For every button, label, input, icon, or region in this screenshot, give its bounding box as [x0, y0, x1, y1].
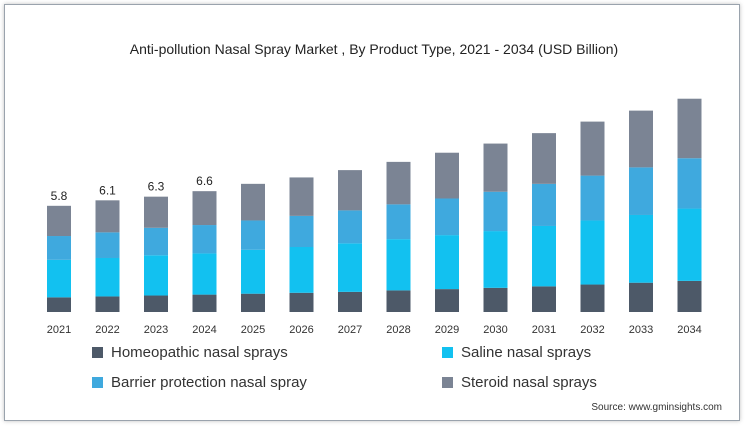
legend-item-series-3: Steroid nasal sprays — [442, 374, 597, 391]
bar-segment-2031-series-0 — [532, 286, 556, 312]
chart-title: Anti-pollution Nasal Spray Market , By P… — [129, 41, 619, 57]
legend-swatch — [92, 347, 103, 358]
source-note: Source: www.gminsights.com — [591, 402, 722, 413]
bar-segment-2030-series-1 — [483, 231, 508, 288]
x-tick-label-2026: 2026 — [289, 324, 313, 336]
bar-segment-2024-series-1 — [192, 253, 217, 295]
bar-segment-2033-series-1 — [629, 214, 653, 283]
bar-segment-2031-series-1 — [532, 225, 556, 287]
x-tick-label-2031: 2031 — [532, 324, 556, 336]
bar-segment-2028-series-0 — [386, 290, 411, 312]
bar-segment-2029-series-0 — [435, 289, 459, 312]
data-label-2024: 6.6 — [196, 174, 213, 188]
bar-segment-2026-series-1 — [289, 247, 314, 293]
bar-segment-2022-series-2 — [95, 232, 120, 258]
x-tick-label-2030: 2030 — [483, 324, 507, 336]
bar-segment-2030-series-0 — [483, 287, 508, 312]
bar-segment-2021-series-0 — [47, 297, 71, 312]
legend-swatch — [442, 347, 453, 358]
bar-segment-2025-series-2 — [241, 220, 265, 250]
bar-segment-2033-series-2 — [629, 167, 653, 215]
bar-segment-2030-series-2 — [483, 191, 508, 232]
bar-segment-2021-series-3 — [47, 205, 71, 237]
bar-segment-2029-series-3 — [435, 152, 459, 199]
legend-label: Barrier protection nasal spray — [111, 374, 307, 391]
data-label-2023: 6.3 — [148, 180, 165, 194]
x-tick-label-2032: 2032 — [580, 324, 604, 336]
chart-legend: Homeopathic nasal sprays Saline nasal spr… — [92, 344, 652, 406]
x-tick-label-2034: 2034 — [677, 324, 701, 336]
bar-segment-2034-series-3 — [677, 98, 702, 159]
legend-item-series-0: Homeopathic nasal sprays — [92, 344, 288, 361]
bar-segment-2033-series-0 — [629, 282, 653, 312]
bar-segment-2024-series-2 — [192, 225, 217, 254]
bar-segment-2032-series-1 — [580, 220, 605, 285]
legend-label: Saline nasal sprays — [461, 344, 592, 361]
bar-segment-2034-series-2 — [677, 158, 702, 209]
bar-segment-2031-series-2 — [532, 183, 556, 226]
bar-segment-2034-series-1 — [677, 208, 702, 281]
bar-segment-2032-series-3 — [580, 121, 605, 176]
bar-segment-2023-series-3 — [144, 196, 168, 228]
x-tick-label-2022: 2022 — [95, 324, 119, 336]
bar-segment-2032-series-2 — [580, 175, 605, 221]
bar-segment-2033-series-3 — [629, 110, 653, 168]
bar-segment-2022-series-1 — [95, 257, 120, 297]
legend-item-series-1: Saline nasal sprays — [442, 344, 591, 361]
bar-segment-2022-series-0 — [95, 296, 120, 312]
bar-segment-2029-series-2 — [435, 198, 459, 236]
bar-segment-2021-series-2 — [47, 236, 71, 260]
bar-segment-2024-series-0 — [192, 294, 217, 312]
bar-segment-2026-series-3 — [289, 177, 314, 216]
bar-segment-2024-series-3 — [192, 191, 217, 226]
bar-segment-2025-series-3 — [241, 183, 265, 221]
x-tick-label-2029: 2029 — [435, 324, 459, 336]
bar-segment-2023-series-0 — [144, 295, 168, 312]
bar-segment-2028-series-1 — [386, 239, 411, 291]
bar-segment-2027-series-0 — [338, 291, 362, 312]
bar-segment-2025-series-1 — [241, 249, 265, 294]
x-tick-label-2033: 2033 — [629, 324, 653, 336]
bar-segment-2034-series-0 — [677, 280, 702, 312]
bar-segment-2027-series-1 — [338, 243, 362, 292]
x-tick-label-2028: 2028 — [386, 324, 410, 336]
data-label-2021: 5.8 — [51, 189, 68, 203]
legend-swatch — [92, 377, 103, 388]
bar-segment-2026-series-0 — [289, 292, 314, 312]
bar-segment-2032-series-0 — [580, 284, 605, 312]
bar-segment-2029-series-1 — [435, 235, 459, 290]
bar-segment-2025-series-0 — [241, 293, 265, 312]
x-tick-label-2021: 2021 — [47, 324, 71, 336]
legend-swatch — [442, 377, 453, 388]
bar-segment-2031-series-3 — [532, 133, 556, 184]
bar-segment-2023-series-1 — [144, 255, 168, 296]
bar-segment-2027-series-2 — [338, 210, 362, 244]
bar-segment-2028-series-3 — [386, 161, 411, 205]
chart-frame — [4, 4, 740, 421]
bar-segment-2023-series-2 — [144, 227, 168, 256]
bar-segment-2027-series-3 — [338, 170, 362, 211]
bar-segment-2022-series-3 — [95, 200, 120, 233]
bar-segment-2026-series-2 — [289, 215, 314, 248]
x-tick-label-2025: 2025 — [241, 324, 265, 336]
legend-label: Homeopathic nasal sprays — [111, 344, 288, 361]
x-tick-label-2027: 2027 — [338, 324, 362, 336]
bar-segment-2030-series-3 — [483, 143, 508, 192]
x-tick-label-2023: 2023 — [144, 324, 168, 336]
x-tick-label-2024: 2024 — [192, 324, 216, 336]
legend-item-series-2: Barrier protection nasal spray — [92, 374, 307, 391]
bar-segment-2028-series-2 — [386, 204, 411, 240]
legend-label: Steroid nasal sprays — [461, 374, 597, 391]
bar-segment-2021-series-1 — [47, 259, 71, 298]
data-label-2022: 6.1 — [99, 183, 116, 197]
